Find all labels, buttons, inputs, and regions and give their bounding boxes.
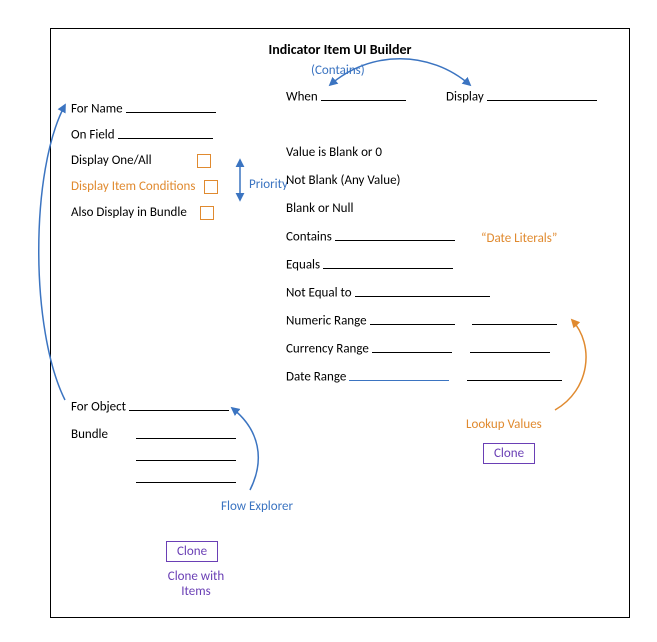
- for-object-label: For Object: [71, 400, 126, 415]
- cond-equals-label: Equals: [286, 258, 320, 273]
- bundle-line-2: [136, 449, 236, 465]
- display-item-conditions-checkbox[interactable]: [204, 180, 218, 194]
- cond-not-equal: Not Equal to: [286, 285, 490, 301]
- cond-value-blank: Value is Blank or 0: [286, 145, 382, 160]
- date-literals-annotation: “Date Literals”: [481, 231, 557, 246]
- cond-numeric-range: Numeric Range: [286, 313, 557, 329]
- for-object-field: For Object: [71, 399, 229, 415]
- cond-date-range: Date Range: [286, 369, 562, 385]
- diagram-frame: Indicator Item UI Builder (Contains) Whe…: [50, 28, 630, 618]
- on-field-field: On Field: [71, 127, 213, 143]
- bundle-label: Bundle: [71, 427, 108, 442]
- for-name-field: For Name: [71, 101, 216, 117]
- display-one-all-field: Display One/All: [71, 153, 211, 168]
- display-item-conditions-field: Display Item Conditions: [71, 179, 218, 194]
- also-display-in-bundle-checkbox[interactable]: [200, 206, 214, 220]
- cond-contains-label: Contains: [286, 230, 332, 245]
- display-label: Display: [446, 90, 484, 105]
- bundle-line-1: [136, 427, 236, 443]
- display-item-conditions-label: Display Item Conditions: [71, 179, 195, 194]
- cond-not-blank: Not Blank (Any Value): [286, 173, 400, 188]
- display-field: Display: [446, 89, 597, 105]
- priority-annotation: Priority: [249, 177, 288, 192]
- display-one-all-label: Display One/All: [71, 153, 152, 168]
- clone-button-bottom-label: Clone: [166, 541, 218, 562]
- when-field: When: [286, 89, 406, 105]
- cond-date-range-label: Date Range: [286, 370, 346, 385]
- cond-not-equal-label: Not Equal to: [286, 286, 352, 301]
- display-one-all-checkbox[interactable]: [197, 154, 211, 168]
- flow-explorer-annotation: Flow Explorer: [221, 499, 293, 514]
- cond-currency-range-label: Currency Range: [286, 342, 369, 357]
- also-display-in-bundle-label: Also Display in Bundle: [71, 205, 187, 220]
- clone-button-right-label: Clone: [483, 443, 535, 464]
- also-display-in-bundle-field: Also Display in Bundle: [71, 205, 214, 220]
- when-label: When: [286, 90, 318, 105]
- lookup-values-annotation: Lookup Values: [466, 417, 542, 432]
- cond-contains: Contains: [286, 229, 455, 245]
- contains-annotation: (Contains): [311, 63, 365, 78]
- page-title: Indicator Item UI Builder: [51, 41, 629, 58]
- clone-button-right[interactable]: Clone: [483, 443, 535, 464]
- clone-button-bottom[interactable]: Clone: [166, 541, 218, 562]
- cond-currency-range: Currency Range: [286, 341, 550, 357]
- on-field-label: On Field: [71, 128, 115, 143]
- clone-with-items-label: Clone with Items: [156, 569, 236, 599]
- cond-equals: Equals: [286, 257, 453, 273]
- cond-numeric-range-label: Numeric Range: [286, 314, 367, 329]
- for-name-label: For Name: [71, 102, 123, 117]
- cond-blank-null: Blank or Null: [286, 201, 353, 216]
- bundle-line-3: [136, 471, 236, 487]
